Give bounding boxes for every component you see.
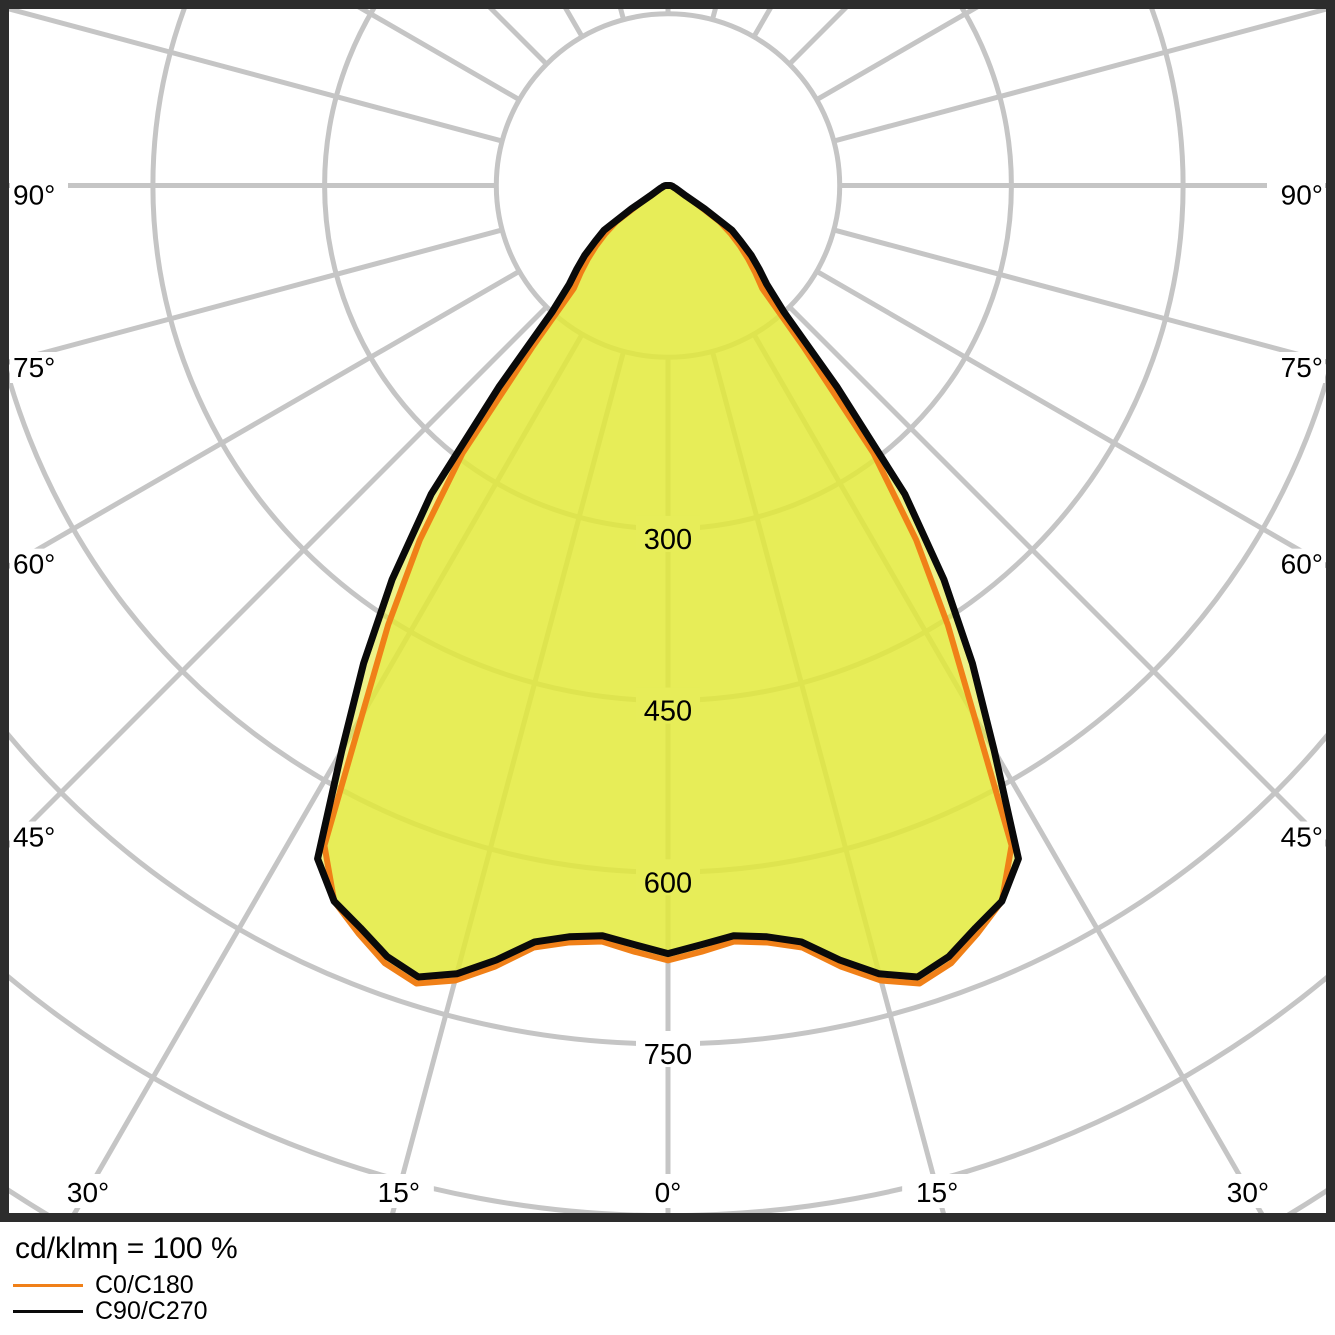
c0-line-swatch <box>13 1283 83 1287</box>
angle-label-bg <box>10 821 68 853</box>
angle-label-bottom: 15° <box>378 1177 420 1208</box>
angle-label-right: 75° <box>1281 352 1323 383</box>
angle-label-bg <box>10 179 68 211</box>
angle-label-bg <box>1267 179 1325 211</box>
grid-radial <box>9 305 549 849</box>
label-layer: 300 450 600 750 90° 90° 75° 75° 60° 60° 45° 45° 30° 1… <box>10 179 1325 1208</box>
angle-label-bg <box>1212 1174 1283 1208</box>
c90-line-swatch <box>13 1309 83 1313</box>
plot-layer <box>9 8 1326 1214</box>
ring-label: 600 <box>644 867 692 899</box>
polar-intensity-plot: 300 450 600 750 90° 90° 75° 75° 60° 60° 45° 45° 30° 1… <box>0 0 1335 1222</box>
angle-label-bottom: 30° <box>1227 1177 1269 1208</box>
legend: cd/klmη = 100 % C0/C180 C90/C270 <box>0 1228 1335 1325</box>
c90-fill <box>317 185 1019 977</box>
angle-label-bg <box>645 1174 691 1208</box>
angle-label-bottom: 0° <box>655 1177 682 1208</box>
angle-label-bg <box>902 1174 973 1208</box>
ring-label: 450 <box>644 696 692 728</box>
angle-label-bg <box>1267 821 1325 853</box>
grid-radial <box>9 8 503 144</box>
grid-radial <box>815 269 1326 569</box>
grid-radial <box>815 8 981 102</box>
ring-label: 300 <box>644 524 692 556</box>
grid-radial <box>9 269 521 569</box>
grid-radial <box>486 8 549 66</box>
grid-radial <box>9 227 503 365</box>
angle-label-right: 45° <box>1281 822 1323 853</box>
angle-label-right: 60° <box>1281 549 1323 580</box>
ring-label-bg <box>636 859 700 896</box>
angle-label-bg <box>363 1174 434 1208</box>
grid-radial <box>787 305 1326 848</box>
angle-label-left: 90° <box>13 180 55 211</box>
ring-label-bg <box>636 1031 700 1068</box>
legend-item-c90: C90/C270 <box>13 1296 1335 1325</box>
grid-radial <box>355 8 521 102</box>
ring-label: 750 <box>644 1039 692 1071</box>
angle-label-bg <box>1267 548 1325 580</box>
angle-label-bottom: 15° <box>916 1177 958 1208</box>
angle-label-bg <box>1267 352 1325 384</box>
legend-item-c0: C0/C180 <box>13 1270 1335 1299</box>
angle-label-bg <box>53 1174 124 1208</box>
ring-label-bg <box>636 687 700 724</box>
angle-label-left: 45° <box>13 822 55 853</box>
legend-label-c0: C0/C180 <box>95 1270 194 1299</box>
angle-label-bg <box>10 352 68 384</box>
angle-label-bg <box>10 548 68 580</box>
c90-curve <box>314 182 1022 981</box>
grid-radial <box>833 227 1326 365</box>
plot-frame <box>0 0 1335 1222</box>
angle-label-bottom: 30° <box>67 1177 109 1208</box>
legend-label-c90: C90/C270 <box>95 1296 208 1325</box>
unit-label: cd/klmη = 100 % <box>15 1232 238 1265</box>
angle-label-left: 75° <box>13 352 55 383</box>
grid-radial <box>787 8 850 66</box>
angle-label-left: 60° <box>13 549 55 580</box>
angle-label-right: 90° <box>1281 180 1323 211</box>
ring-label-bg <box>636 515 700 552</box>
grid-radial <box>833 8 1326 144</box>
